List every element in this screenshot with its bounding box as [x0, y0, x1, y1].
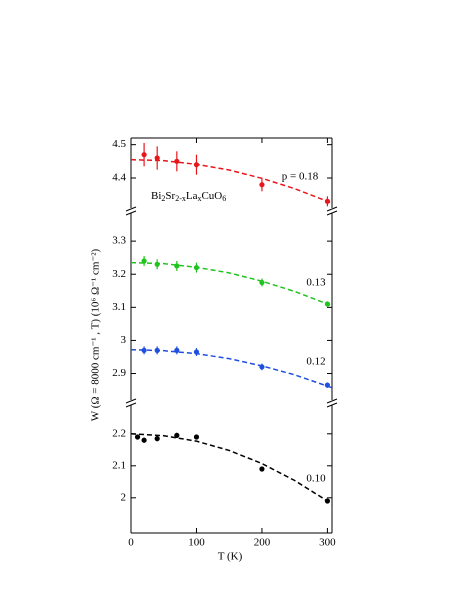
- data-point: [324, 301, 331, 307]
- y-tick-label: 3.1: [112, 301, 126, 313]
- y-tick-label: 4.5: [112, 138, 126, 150]
- axis-break: [326, 210, 338, 216]
- data-point: [134, 434, 141, 440]
- axis-break: [326, 402, 338, 408]
- data-point: [154, 436, 160, 442]
- data-point: [141, 437, 147, 443]
- axis-break: [125, 402, 137, 408]
- fit-line: [130, 348, 333, 389]
- data-point: [174, 347, 180, 353]
- fit-line: [130, 261, 333, 307]
- axis-break: [125, 206, 137, 212]
- y-axis-label: W (Ω = 8000 cm⁻¹ , T) (10⁶ Ω⁻¹ cm⁻²): [90, 248, 102, 421]
- y-tick-label: 3.2: [112, 268, 126, 280]
- annotation-part: x: [197, 194, 201, 203]
- x-tick-label: 100: [188, 537, 205, 549]
- annotation-part: Bi: [151, 190, 161, 202]
- data-point: [259, 466, 265, 472]
- annotation-part: 2: [161, 194, 165, 203]
- data-point: [154, 261, 160, 267]
- y-tick-label: 4.4: [112, 172, 126, 184]
- data-point: [324, 198, 331, 204]
- fit-line: [130, 433, 333, 505]
- series-label: 0.13: [306, 277, 326, 289]
- axis-break: [125, 210, 137, 216]
- annotation: Bi2Sr2-xLaxCuO6: [151, 190, 226, 203]
- y-tick-label: 3.3: [112, 235, 126, 247]
- data-point: [193, 265, 200, 271]
- data-point: [174, 158, 180, 164]
- y-tick-label: 2.1: [112, 459, 126, 471]
- annotation-part: 6: [222, 194, 226, 203]
- data-point: [141, 258, 147, 264]
- axis-break: [125, 398, 137, 404]
- data-point: [174, 263, 180, 269]
- data-point: [141, 347, 147, 353]
- data-point: [259, 364, 265, 370]
- x-tick-label: 200: [254, 537, 271, 549]
- fit-line: [130, 158, 333, 205]
- annotation-part: Sr: [165, 190, 175, 202]
- data-point: [193, 349, 200, 355]
- series-label: 0.10: [306, 473, 326, 485]
- data-point: [141, 152, 147, 158]
- data-point: [324, 498, 331, 504]
- data-point: [193, 434, 200, 440]
- y-tick-label: 2: [121, 491, 127, 503]
- annotation-part: CuO: [201, 190, 222, 202]
- y-tick-label: 2.2: [112, 427, 126, 439]
- data-point: [324, 382, 331, 388]
- data-point: [259, 182, 265, 188]
- x-tick-label: 0: [128, 537, 134, 549]
- series-label: 0.12: [306, 356, 325, 368]
- data-point: [174, 432, 180, 438]
- data-point: [259, 279, 265, 286]
- axis-break: [326, 398, 338, 404]
- data-point: [193, 162, 200, 168]
- y-tick-label: 3: [121, 334, 127, 346]
- y-tick-label: 2.9: [112, 367, 126, 379]
- series-label: p = 0.18: [282, 171, 319, 183]
- annotation-part: La: [186, 190, 198, 202]
- annotation-part: 2-x: [175, 194, 186, 203]
- data-point: [154, 347, 160, 353]
- data-point: [154, 155, 160, 161]
- axis-break: [326, 206, 338, 212]
- x-axis-label: T (K): [218, 551, 243, 563]
- x-tick-label: 300: [319, 537, 336, 549]
